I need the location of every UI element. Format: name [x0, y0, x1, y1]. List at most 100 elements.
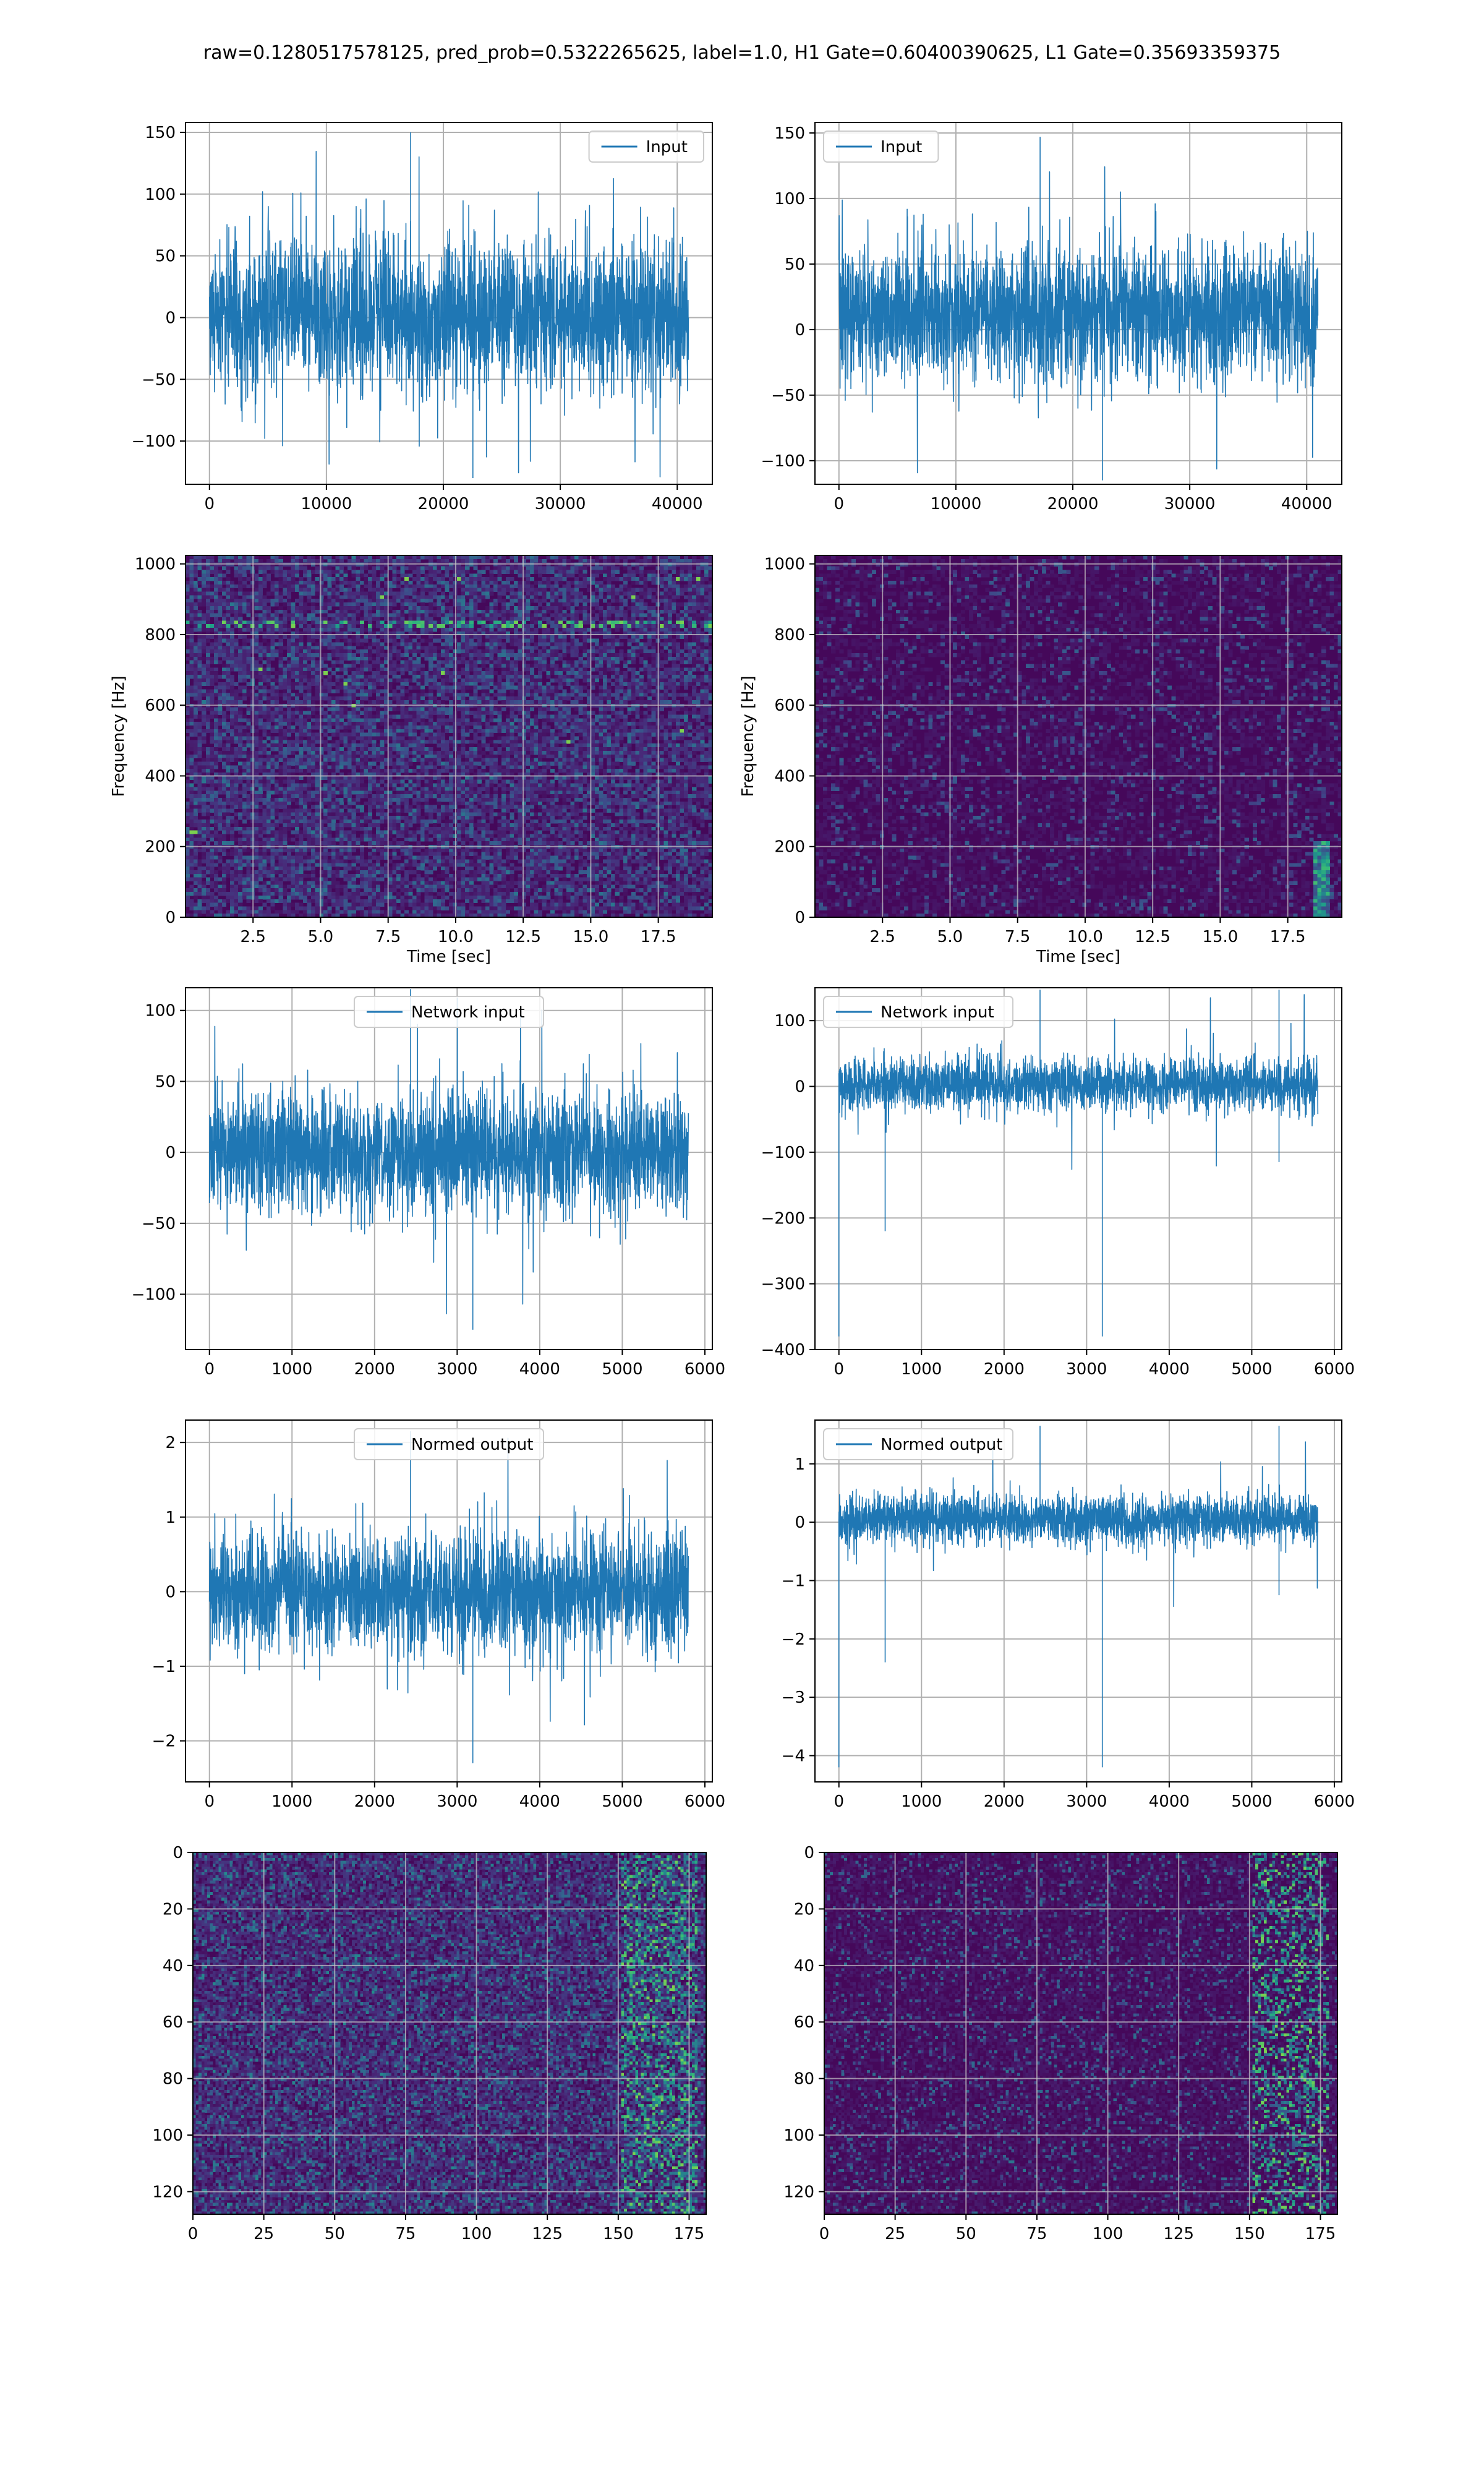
heatmap-cell	[461, 584, 466, 588]
heatmap-cell	[396, 610, 401, 614]
heatmap-cell	[530, 588, 534, 592]
heatmap-cell	[530, 563, 534, 567]
heatmap-cell	[663, 588, 668, 592]
heatmap-cell	[635, 563, 639, 567]
heatmap-cell	[635, 606, 639, 610]
heatmap-cell	[692, 588, 696, 592]
heatmap-cell	[445, 567, 449, 570]
heatmap-cell	[441, 573, 445, 577]
heatmap-cell	[599, 592, 603, 596]
heatmap-cell	[194, 559, 198, 563]
heatmap-cell	[323, 610, 328, 614]
heatmap-cell	[437, 588, 441, 592]
heatmap-cell	[668, 588, 672, 592]
heatmap-cell	[647, 617, 652, 620]
heatmap-cell	[635, 602, 639, 606]
heatmap-cell	[283, 570, 287, 573]
heatmap-cell	[287, 606, 291, 610]
heatmap-cell	[457, 577, 461, 581]
heatmap-cell	[388, 567, 393, 570]
heatmap-cell	[591, 592, 595, 596]
heatmap-cell	[652, 614, 656, 617]
heatmap-cell	[563, 588, 567, 592]
heatmap-cell	[234, 595, 239, 599]
heatmap-cell	[258, 584, 263, 588]
heatmap-cell	[571, 567, 575, 570]
heatmap-cell	[226, 577, 231, 581]
heatmap-cell	[202, 577, 206, 581]
heatmap-cell	[676, 573, 680, 577]
heatmap-cell	[303, 610, 307, 614]
heatmap-cell	[352, 599, 356, 602]
heatmap-cell	[412, 602, 417, 606]
heatmap-cell	[493, 581, 498, 584]
heatmap-cell	[514, 559, 518, 563]
heatmap-cell	[449, 563, 453, 567]
heatmap-cell	[644, 570, 648, 573]
heatmap-cell	[469, 588, 474, 592]
heatmap-cell	[445, 573, 449, 577]
heatmap-cell	[360, 581, 364, 584]
heatmap-cell	[234, 570, 239, 573]
heatmap-cell	[465, 610, 469, 614]
heatmap-cell	[356, 570, 360, 573]
heatmap-cell	[267, 567, 271, 570]
heatmap-cell	[647, 563, 652, 567]
heatmap-cell	[615, 588, 620, 592]
heatmap-cell	[571, 602, 575, 606]
heatmap-cell	[607, 559, 612, 563]
heatmap-cell	[376, 617, 380, 620]
heatmap-cell	[376, 559, 380, 563]
heatmap-cell	[652, 588, 656, 592]
heatmap-cell	[433, 595, 437, 599]
heatmap-cell	[534, 581, 539, 584]
heatmap-cell	[676, 606, 680, 610]
heatmap-cell	[412, 595, 417, 599]
heatmap-cell	[599, 588, 603, 592]
heatmap-cell	[668, 617, 672, 620]
heatmap-cell	[319, 563, 323, 567]
heatmap-cell	[546, 581, 550, 584]
heatmap-cell	[206, 599, 210, 602]
heatmap-cell	[303, 588, 307, 592]
heatmap-cell	[311, 617, 315, 620]
heatmap-cell	[210, 570, 214, 573]
heatmap-cell	[627, 577, 631, 581]
heatmap-cell	[481, 617, 485, 620]
heatmap-cell	[425, 584, 429, 588]
heatmap-cell	[275, 573, 279, 577]
heatmap-cell	[307, 599, 312, 602]
heatmap-cell	[376, 584, 380, 588]
heatmap-cell	[364, 581, 368, 584]
heatmap-cell	[627, 573, 631, 577]
heatmap-cell	[518, 567, 522, 570]
heatmap-cell	[275, 610, 279, 614]
heatmap-cell	[214, 602, 218, 606]
heatmap-cell	[295, 599, 299, 602]
heatmap-cell	[465, 567, 469, 570]
heatmap-cell	[246, 563, 250, 567]
x-tick-label: 40000	[652, 495, 703, 513]
heatmap-cell	[271, 559, 275, 563]
heatmap-cell	[522, 563, 526, 567]
heatmap-cell	[684, 588, 688, 592]
heatmap-cell	[668, 610, 672, 614]
heatmap-cell	[506, 617, 510, 620]
heatmap-cell	[417, 599, 421, 602]
heatmap-cell	[627, 617, 631, 620]
heatmap-cell	[465, 563, 469, 567]
heatmap-cell	[258, 577, 263, 581]
heatmap-cell	[420, 567, 425, 570]
heatmap-cell	[339, 599, 344, 602]
x-tick-label: 30000	[535, 495, 586, 513]
heatmap-cell	[566, 595, 571, 599]
heatmap-cell	[510, 570, 514, 573]
heatmap-cell	[186, 570, 190, 573]
heatmap-cell	[582, 563, 587, 567]
heatmap-cell	[619, 588, 623, 592]
x-tick-label: 10000	[301, 495, 352, 513]
heatmap-cell	[684, 563, 688, 567]
heatmap-cell	[627, 588, 631, 592]
heatmap-cell	[688, 599, 693, 602]
heatmap-cell	[579, 592, 583, 596]
